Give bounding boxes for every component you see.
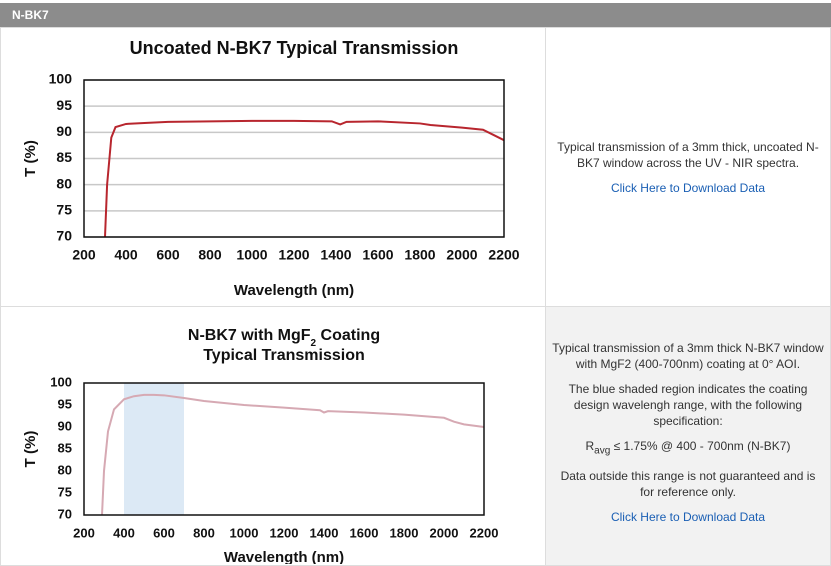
y-tick-label: 100 [50, 374, 72, 389]
y-axis-label: T (%) [22, 431, 39, 468]
chart-title: Uncoated N-BK7 Typical Transmission [130, 38, 459, 58]
y-tick-label: 95 [58, 396, 72, 411]
x-tick-label: 800 [198, 247, 222, 263]
x-tick-label: 600 [156, 247, 180, 263]
title-subscript: 2 [311, 338, 317, 349]
description-cell: Typical transmission of a 3mm thick N-BK… [545, 306, 831, 566]
x-tick-label: 1000 [236, 247, 267, 263]
y-tick-label: 85 [58, 440, 72, 455]
section-header: N-BK7 [0, 3, 831, 27]
x-tick-label: 1200 [278, 247, 309, 263]
plot-frame [83, 382, 485, 516]
description: The blue shaded region indicates the coa… [568, 382, 808, 428]
x-tick-label: 1000 [230, 525, 259, 540]
shaded-range [124, 383, 184, 515]
y-tick-label: 90 [56, 123, 72, 139]
y-tick-label: 80 [58, 462, 72, 477]
spec-text: ≤ 1.75% @ 400 - 700nm (N-BK7) [610, 439, 791, 453]
y-tick-label: 100 [49, 71, 73, 87]
x-tick-label: 1400 [320, 247, 351, 263]
y-axis-label: T (%) [22, 140, 39, 177]
y-tick-label: 75 [58, 484, 72, 499]
title-text: Coating [316, 327, 380, 344]
description-cell: Typical transmission of a 3mm thick, unc… [545, 27, 831, 307]
y-tick-label: 75 [56, 202, 72, 218]
note: Data outside this range is not guarantee… [560, 469, 816, 500]
x-tick-label: 1600 [362, 247, 393, 263]
download-link[interactable]: Click Here to Download Data [610, 510, 766, 525]
y-tick-label: 95 [56, 97, 72, 113]
x-tick-label: 1800 [390, 525, 419, 540]
x-axis-label: Wavelength (nm) [234, 282, 354, 299]
y-tick-label: 80 [56, 175, 72, 191]
x-tick-label: 1800 [404, 247, 435, 263]
data-line [101, 393, 485, 516]
x-tick-label: 1400 [310, 525, 339, 540]
x-tick-label: 2200 [470, 525, 499, 540]
charts: Uncoated N-BK7 Typical Transmission 70 75 8… [22, 38, 520, 564]
description: Typical transmission of a 3mm thick, unc… [557, 139, 819, 170]
x-tick-label: 800 [193, 525, 215, 540]
data-line [104, 119, 505, 238]
x-tick-label: 200 [72, 247, 96, 263]
y-tick-label: 90 [58, 418, 72, 433]
x-tick-label: 2000 [430, 525, 459, 540]
x-tick-label: 400 [114, 247, 138, 263]
description: Typical transmission of a 3mm thick N-BK… [552, 341, 824, 371]
spec-subscript: avg [594, 445, 611, 457]
chart-subtitle: Typical Transmission [203, 347, 365, 364]
spec-symbol: R [585, 439, 595, 453]
x-tick-label: 2200 [488, 247, 519, 263]
y-tick-label: 70 [56, 228, 72, 244]
chart-title: N-BK7 with MgF2 Coating [188, 327, 380, 349]
plot-frame [83, 79, 505, 238]
x-tick-label: 2000 [446, 247, 477, 263]
download-link[interactable]: Click Here to Download Data [610, 180, 766, 195]
x-tick-label: 400 [113, 525, 135, 540]
x-tick-label: 1200 [270, 525, 299, 540]
x-tick-label: 1600 [350, 525, 379, 540]
y-tick-label: 70 [58, 506, 72, 521]
x-axis-label: Wavelength (nm) [224, 549, 344, 564]
x-tick-label: 600 [153, 525, 175, 540]
title-text: N-BK7 with MgF [188, 327, 311, 344]
specification: Ravg ≤ 1.75% @ 400 - 700nm (N-BK7) [552, 438, 824, 459]
y-tick-label: 85 [56, 149, 72, 165]
x-tick-label: 200 [73, 525, 95, 540]
